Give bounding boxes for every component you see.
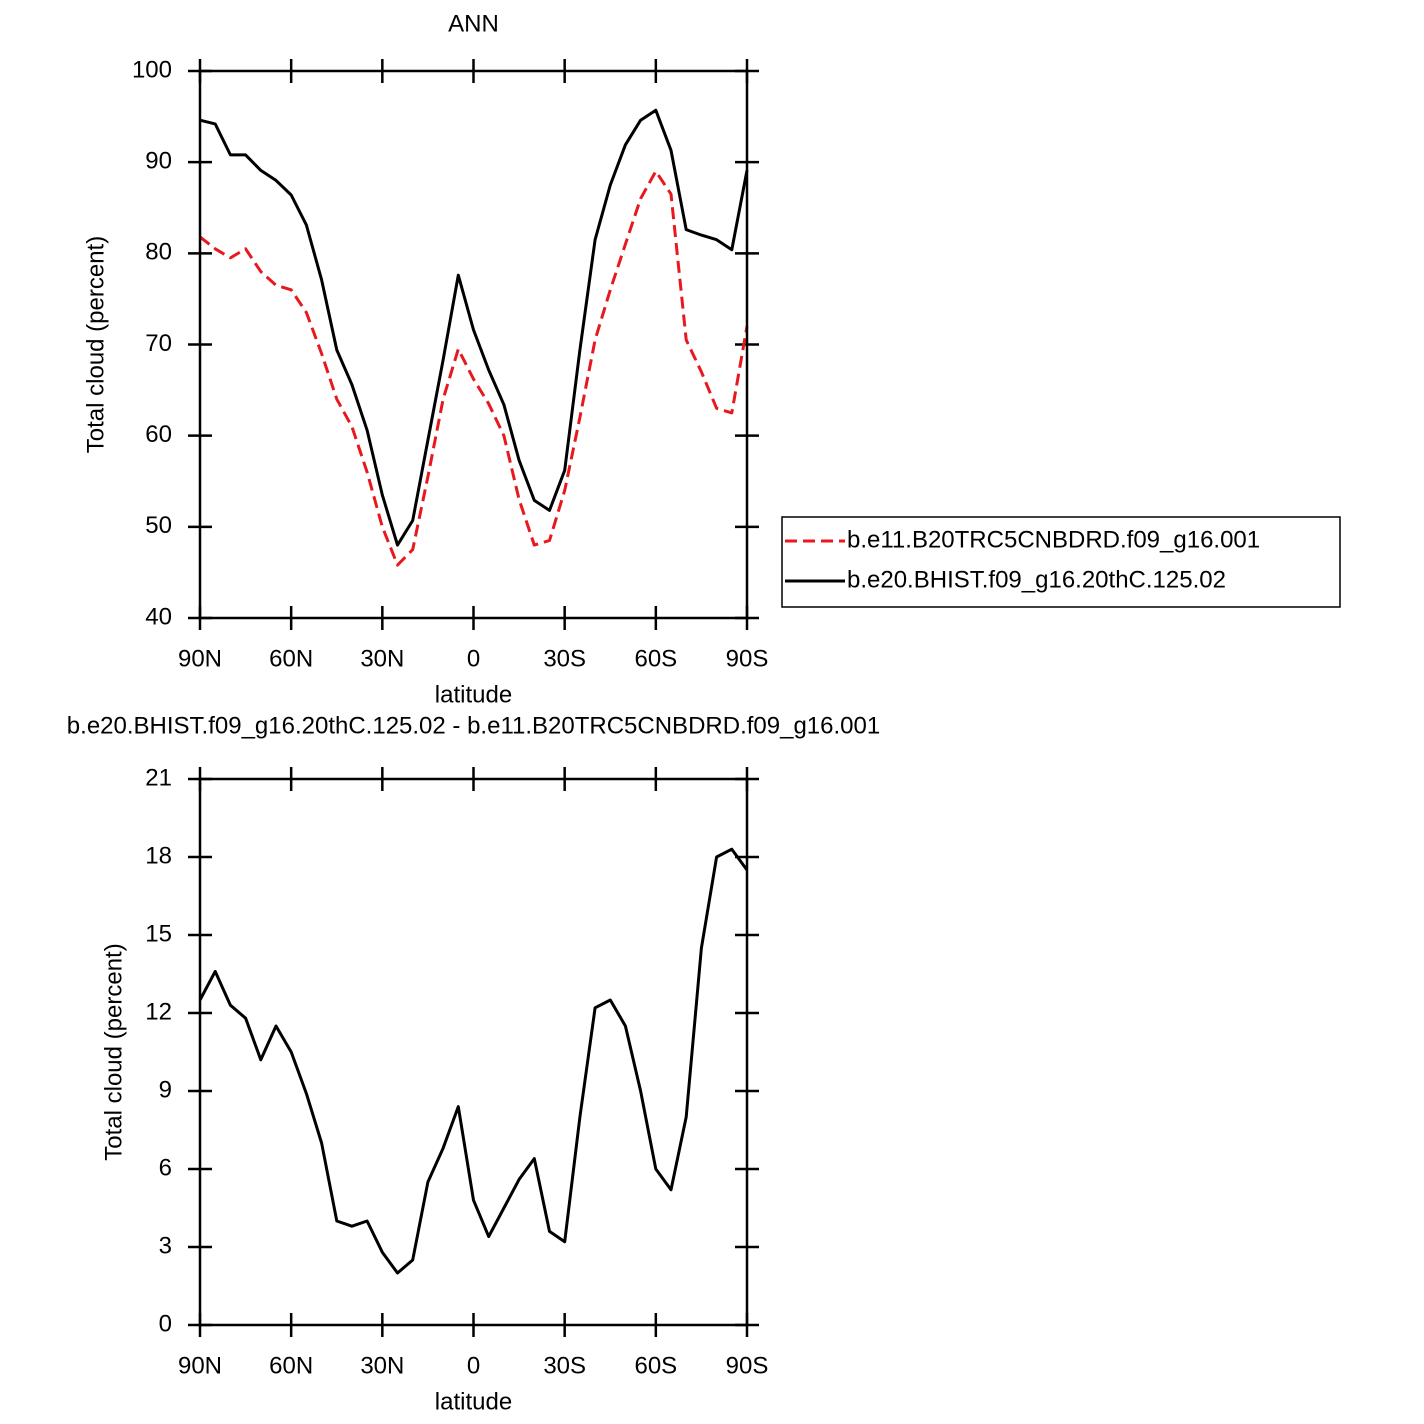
chart-title: b.e20.BHIST.f09_g16.20thC.125.02 - b.e11… bbox=[67, 712, 880, 739]
x-tick-label: 30S bbox=[543, 1352, 586, 1379]
y-axis-label: Total cloud (percent) bbox=[82, 236, 109, 453]
y-tick-label: 70 bbox=[145, 330, 172, 357]
y-tick-label: 90 bbox=[145, 148, 172, 175]
y-axis-label: Total cloud (percent) bbox=[100, 943, 127, 1160]
y-tick-label: 15 bbox=[145, 920, 172, 947]
x-tick-label: 30S bbox=[543, 645, 586, 672]
x-tick-label: 90N bbox=[178, 645, 222, 672]
x-tick-label: 60S bbox=[634, 1352, 677, 1379]
legend-label: b.e11.B20TRC5CNBDRD.f09_g16.001 bbox=[847, 526, 1260, 553]
x-tick-label: 90N bbox=[178, 1352, 222, 1379]
x-axis-label: latitude bbox=[435, 1388, 512, 1415]
x-tick-label: 0 bbox=[467, 1352, 480, 1379]
data-line bbox=[199, 169, 749, 567]
y-tick-label: 60 bbox=[145, 421, 172, 448]
y-tick-label: 6 bbox=[159, 1154, 172, 1181]
x-tick-label: 60N bbox=[269, 645, 313, 672]
x-tick-label: 90S bbox=[726, 1352, 769, 1379]
y-tick-label: 80 bbox=[145, 239, 172, 266]
x-tick-label: 30N bbox=[360, 1352, 404, 1379]
y-tick-label: 9 bbox=[159, 1076, 172, 1103]
chart-title: ANN bbox=[448, 10, 499, 37]
x-tick-label: 90S bbox=[726, 645, 769, 672]
legend-box bbox=[781, 516, 1341, 608]
y-tick-label: 40 bbox=[145, 603, 172, 630]
x-tick-label: 0 bbox=[467, 645, 480, 672]
y-tick-label: 21 bbox=[145, 764, 172, 791]
y-tick-label: 50 bbox=[145, 512, 172, 539]
y-tick-label: 18 bbox=[145, 842, 172, 869]
y-tick-label: 12 bbox=[145, 998, 172, 1025]
plot-frame bbox=[198, 777, 749, 1327]
x-axis-label: latitude bbox=[435, 681, 512, 708]
data-line bbox=[199, 108, 749, 547]
x-tick-label: 60N bbox=[269, 1352, 313, 1379]
x-tick-label: 30N bbox=[360, 645, 404, 672]
plot-frame bbox=[198, 69, 749, 620]
y-tick-label: 3 bbox=[159, 1232, 172, 1259]
y-tick-label: 0 bbox=[159, 1310, 172, 1337]
data-line bbox=[198, 847, 749, 1275]
y-tick-label: 100 bbox=[132, 56, 172, 83]
legend-label: b.e20.BHIST.f09_g16.20thC.125.02 bbox=[847, 566, 1226, 593]
x-tick-label: 60S bbox=[634, 645, 677, 672]
